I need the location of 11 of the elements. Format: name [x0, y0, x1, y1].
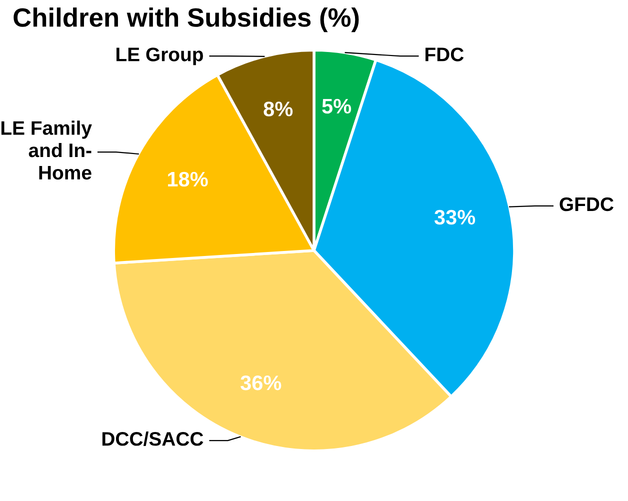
slice-label: FDC	[426, 48, 464, 62]
data-label: 8%	[264, 102, 293, 116]
data-label: 36%	[240, 375, 282, 390]
slice-label: GFDC	[560, 197, 614, 212]
chart-title: Children with Subsidies (%)	[14, 8, 359, 32]
data-label: 18%	[168, 172, 208, 187]
slice-label: LE Group	[116, 48, 203, 66]
data-label: 33%	[434, 210, 476, 225]
slice-label: DCC/SACC	[102, 431, 204, 446]
data-label: 5%	[322, 98, 352, 114]
slice-label: LE Family and In-Home	[1, 120, 92, 180]
